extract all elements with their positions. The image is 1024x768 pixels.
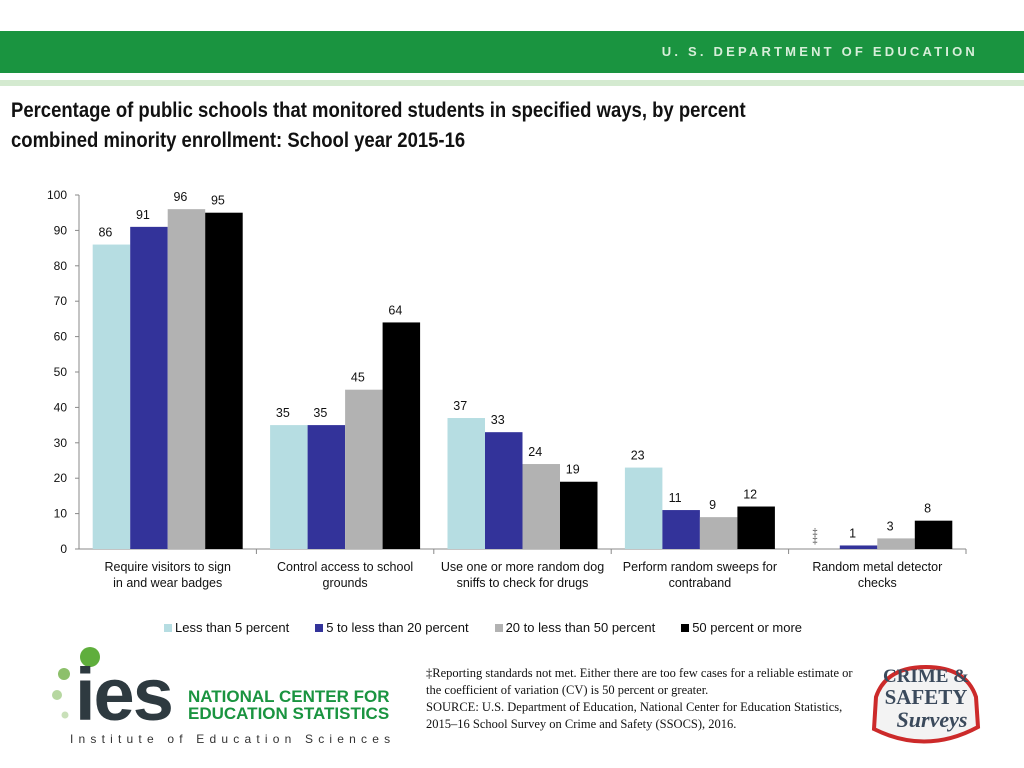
y-tick-label: 30 <box>54 436 68 450</box>
ies-wordmark: ies <box>75 653 172 736</box>
footnote-reporting: ‡Reporting standards not met. Either the… <box>426 666 853 697</box>
data-label: 19 <box>566 463 580 477</box>
legend-item: Less than 5 percent <box>164 620 289 635</box>
data-label: 37 <box>453 399 467 413</box>
legend-item: 20 to less than 50 percent <box>494 620 656 635</box>
data-label: 33 <box>491 413 505 427</box>
bar <box>345 389 383 549</box>
ies-line1: NATIONAL CENTER FOR <box>188 687 389 706</box>
y-tick-label: 100 <box>47 188 67 202</box>
bar <box>699 517 738 549</box>
bar <box>167 209 206 549</box>
bar <box>382 322 421 549</box>
chart-title: Percentage of public schools that monito… <box>11 98 746 152</box>
data-label-suppressed: ‡ <box>813 527 818 538</box>
x-tick-label: Control access to school grounds <box>277 560 413 590</box>
legend-swatch <box>681 623 690 632</box>
data-label: 11 <box>669 491 682 505</box>
x-tick-label: Require visitors to sign in and wear badg… <box>104 560 230 590</box>
header-stripe <box>0 80 1024 86</box>
logo-dot-medium <box>58 668 70 680</box>
bar <box>522 464 560 549</box>
legend-label: Less than 5 percent <box>175 620 290 635</box>
footnote: ‡Reporting standards not met. Either the… <box>426 665 856 733</box>
crime-safety-logo: CRIME & SAFETY Surveys <box>871 664 981 744</box>
legend-label: 20 to less than 50 percent <box>505 620 656 635</box>
data-label-suppressed: ‡ <box>813 535 818 546</box>
legend-swatch <box>315 623 324 632</box>
data-label: 95 <box>211 194 225 208</box>
ies-line2: EDUCATION STATISTICS <box>188 704 389 723</box>
y-tick-label: 80 <box>54 259 68 273</box>
legend-label: 5 to less than 20 percent <box>326 620 469 635</box>
data-label: 35 <box>276 406 290 420</box>
data-label: 12 <box>743 488 757 502</box>
legend-swatch <box>494 623 503 632</box>
legend-item: 5 to less than 20 percent <box>315 620 469 635</box>
y-tick-label: 70 <box>54 294 68 308</box>
chart-legend: Less than 5 percent 5 to less than 20 per… <box>164 620 802 635</box>
bar <box>624 467 663 549</box>
bar <box>560 481 598 549</box>
logo-shield <box>871 664 981 744</box>
data-label: 91 <box>136 208 150 222</box>
data-label: 35 <box>313 406 327 420</box>
crime-line2: SAFETY <box>885 685 968 709</box>
ies-tagline: Institute of Education Sciences <box>70 732 390 746</box>
bar <box>270 425 308 549</box>
x-tick-label: Use one or more random dog sniffs to chec… <box>441 560 604 590</box>
bar <box>307 425 346 549</box>
logo-dot-small <box>52 690 62 700</box>
department-name: U. S. DEPARTMENT OF EDUCATION <box>661 44 978 59</box>
data-label: 24 <box>528 445 542 459</box>
data-label: 9 <box>709 498 716 512</box>
logo-dot-large <box>80 647 100 667</box>
x-tick-label: Random metal detector checks <box>812 560 942 590</box>
legend-label: 50 percent or more <box>692 620 803 635</box>
bar <box>447 418 485 549</box>
x-tick-label: Perform random sweeps for contraband <box>623 560 777 590</box>
bar <box>737 506 775 549</box>
y-tick-label: 50 <box>54 365 68 379</box>
footnote-source: SOURCE: U.S. Department of Education, Na… <box>426 700 843 731</box>
data-label: 1 <box>849 526 856 540</box>
data-label: 86 <box>98 226 112 240</box>
bar <box>877 538 915 549</box>
bar <box>205 212 243 549</box>
data-label: 64 <box>388 303 402 317</box>
bar <box>839 545 878 549</box>
bar <box>130 226 168 550</box>
data-label: 3 <box>887 519 894 533</box>
bar <box>485 432 523 549</box>
y-tick-label: 90 <box>54 223 68 237</box>
data-label: 23 <box>631 449 645 463</box>
data-label: 8 <box>924 502 931 516</box>
bar <box>92 244 131 549</box>
data-label: 96 <box>173 190 187 204</box>
bar <box>662 510 700 549</box>
crime-line1: CRIME & <box>883 666 969 687</box>
legend-swatch <box>164 623 172 632</box>
crime-line3: Surveys <box>897 707 968 732</box>
y-tick-label: 20 <box>54 471 68 485</box>
logo-dot-tiny <box>61 711 69 719</box>
ies-logo: ies NATIONAL CENTER FOR EDUCATION STATIS… <box>52 647 390 746</box>
y-tick-label: 10 <box>54 507 68 521</box>
legend-item: 50 percent or more <box>681 620 802 635</box>
bar <box>914 520 953 549</box>
y-tick-label: 40 <box>54 400 68 414</box>
data-label: 45 <box>351 371 365 385</box>
header-band <box>0 31 1024 73</box>
y-tick-label: 0 <box>60 542 67 556</box>
y-tick-label: 60 <box>54 330 68 344</box>
